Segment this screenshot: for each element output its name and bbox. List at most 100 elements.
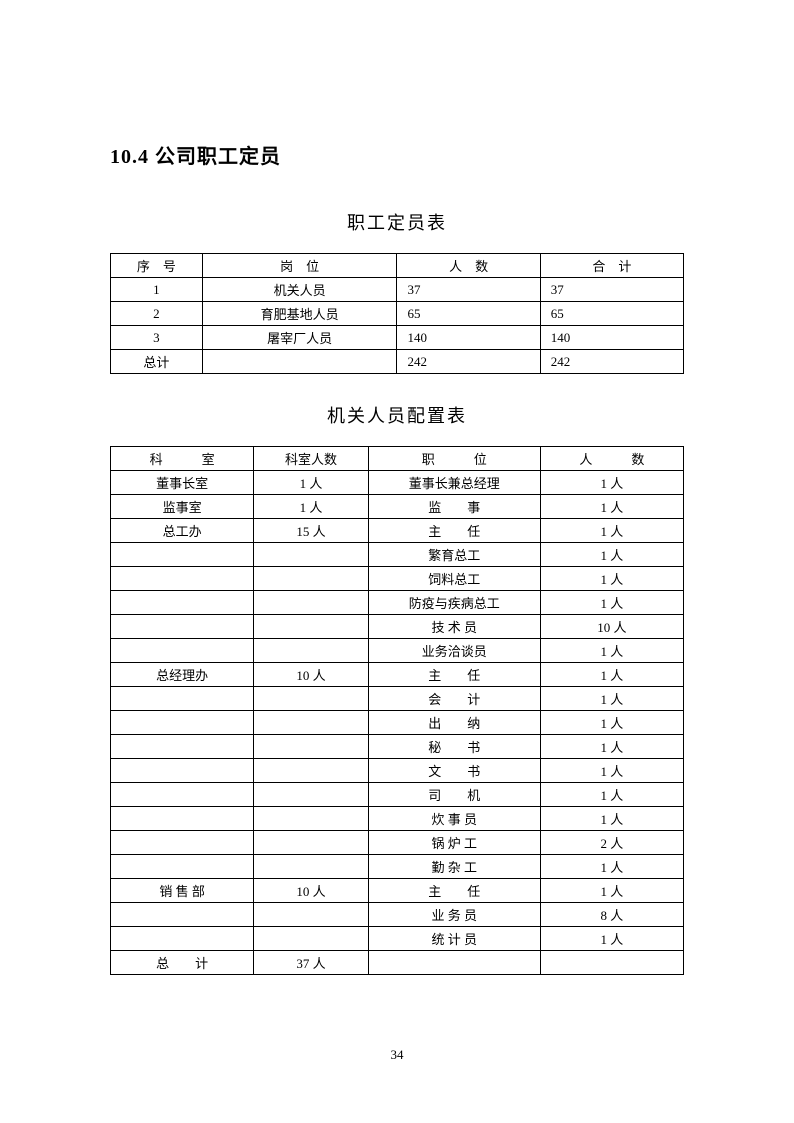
cell: 技 术 员 bbox=[368, 615, 540, 639]
table1-h1: 岗 位 bbox=[202, 254, 397, 278]
cell: 屠宰厂人员 bbox=[202, 326, 397, 350]
table1-h2: 人 数 bbox=[397, 254, 540, 278]
table-row: 销 售 部10 人主 任1 人 bbox=[111, 879, 684, 903]
cell: 1 人 bbox=[540, 543, 683, 567]
table-row: 技 术 员10 人 bbox=[111, 615, 684, 639]
cell: 统 计 员 bbox=[368, 927, 540, 951]
table-row: 监事室1 人监 事1 人 bbox=[111, 495, 684, 519]
table-row: 总工办15 人主 任1 人 bbox=[111, 519, 684, 543]
table1: 序 号 岗 位 人 数 合 计 1机关人员37372育肥基地人员65653屠宰厂… bbox=[110, 253, 684, 374]
cell: 10 人 bbox=[540, 615, 683, 639]
table-row: 业 务 员8 人 bbox=[111, 903, 684, 927]
cell bbox=[254, 639, 369, 663]
cell: 1 人 bbox=[254, 471, 369, 495]
cell bbox=[254, 591, 369, 615]
cell: 董事长室 bbox=[111, 471, 254, 495]
table2-title: 机关人员配置表 bbox=[110, 402, 684, 428]
cell bbox=[202, 350, 397, 374]
cell: 1 人 bbox=[540, 759, 683, 783]
cell: 主 任 bbox=[368, 663, 540, 687]
cell: 242 bbox=[397, 350, 540, 374]
cell: 1 人 bbox=[540, 807, 683, 831]
cell: 1 人 bbox=[540, 879, 683, 903]
cell: 销 售 部 bbox=[111, 879, 254, 903]
table-row: 秘 书1 人 bbox=[111, 735, 684, 759]
cell bbox=[111, 927, 254, 951]
cell: 242 bbox=[540, 350, 683, 374]
cell: 10 人 bbox=[254, 879, 369, 903]
cell: 1 人 bbox=[254, 495, 369, 519]
section-heading: 10.4 公司职工定员 bbox=[110, 140, 684, 169]
cell bbox=[111, 543, 254, 567]
table-row: 业务洽谈员1 人 bbox=[111, 639, 684, 663]
cell bbox=[254, 759, 369, 783]
cell bbox=[111, 639, 254, 663]
cell bbox=[254, 735, 369, 759]
table2: 科 室 科室人数 职 位 人 数 董事长室1 人董事长兼总经理1 人监事室1 人… bbox=[110, 446, 684, 975]
cell: 37 bbox=[397, 278, 540, 302]
cell bbox=[254, 927, 369, 951]
cell bbox=[368, 951, 540, 975]
table1-title: 职工定员表 bbox=[110, 209, 684, 235]
table2-header-row: 科 室 科室人数 职 位 人 数 bbox=[111, 447, 684, 471]
table-row: 总经理办10 人主 任1 人 bbox=[111, 663, 684, 687]
table-row: 繁育总工1 人 bbox=[111, 543, 684, 567]
table2-h2: 职 位 bbox=[368, 447, 540, 471]
cell: 董事长兼总经理 bbox=[368, 471, 540, 495]
cell bbox=[111, 567, 254, 591]
cell bbox=[111, 759, 254, 783]
cell: 65 bbox=[397, 302, 540, 326]
cell: 业 务 员 bbox=[368, 903, 540, 927]
cell: 总计 bbox=[111, 350, 203, 374]
cell: 主 任 bbox=[368, 519, 540, 543]
table-row: 总计 242242 bbox=[111, 350, 684, 374]
table-row: 防疫与疾病总工1 人 bbox=[111, 591, 684, 615]
cell: 1 人 bbox=[540, 591, 683, 615]
table2-h1: 科室人数 bbox=[254, 447, 369, 471]
table2-h0: 科 室 bbox=[111, 447, 254, 471]
cell: 会 计 bbox=[368, 687, 540, 711]
cell: 总 计 bbox=[111, 951, 254, 975]
cell: 育肥基地人员 bbox=[202, 302, 397, 326]
cell: 1 人 bbox=[540, 663, 683, 687]
cell: 1 人 bbox=[540, 495, 683, 519]
cell: 2 bbox=[111, 302, 203, 326]
cell: 37 人 bbox=[254, 951, 369, 975]
cell: 炊 事 员 bbox=[368, 807, 540, 831]
cell: 监 事 bbox=[368, 495, 540, 519]
table-row: 总 计37 人 bbox=[111, 951, 684, 975]
table-row: 炊 事 员1 人 bbox=[111, 807, 684, 831]
cell bbox=[254, 807, 369, 831]
cell bbox=[254, 687, 369, 711]
cell: 1 人 bbox=[540, 855, 683, 879]
cell: 15 人 bbox=[254, 519, 369, 543]
table-row: 饲料总工1 人 bbox=[111, 567, 684, 591]
cell: 1 人 bbox=[540, 687, 683, 711]
table-row: 勤 杂 工1 人 bbox=[111, 855, 684, 879]
cell bbox=[254, 711, 369, 735]
cell: 监事室 bbox=[111, 495, 254, 519]
cell bbox=[254, 903, 369, 927]
cell bbox=[111, 831, 254, 855]
table1-header-row: 序 号 岗 位 人 数 合 计 bbox=[111, 254, 684, 278]
cell bbox=[111, 903, 254, 927]
cell: 文 书 bbox=[368, 759, 540, 783]
cell bbox=[111, 855, 254, 879]
cell: 140 bbox=[397, 326, 540, 350]
table-row: 会 计1 人 bbox=[111, 687, 684, 711]
cell: 总工办 bbox=[111, 519, 254, 543]
table-row: 2育肥基地人员6565 bbox=[111, 302, 684, 326]
cell: 勤 杂 工 bbox=[368, 855, 540, 879]
table1-h3: 合 计 bbox=[540, 254, 683, 278]
cell: 8 人 bbox=[540, 903, 683, 927]
cell: 饲料总工 bbox=[368, 567, 540, 591]
table2-h3: 人 数 bbox=[540, 447, 683, 471]
cell: 锅 炉 工 bbox=[368, 831, 540, 855]
table-row: 董事长室1 人董事长兼总经理1 人 bbox=[111, 471, 684, 495]
cell: 总经理办 bbox=[111, 663, 254, 687]
cell bbox=[111, 711, 254, 735]
cell: 1 人 bbox=[540, 783, 683, 807]
cell: 秘 书 bbox=[368, 735, 540, 759]
cell bbox=[111, 687, 254, 711]
cell: 1 人 bbox=[540, 927, 683, 951]
